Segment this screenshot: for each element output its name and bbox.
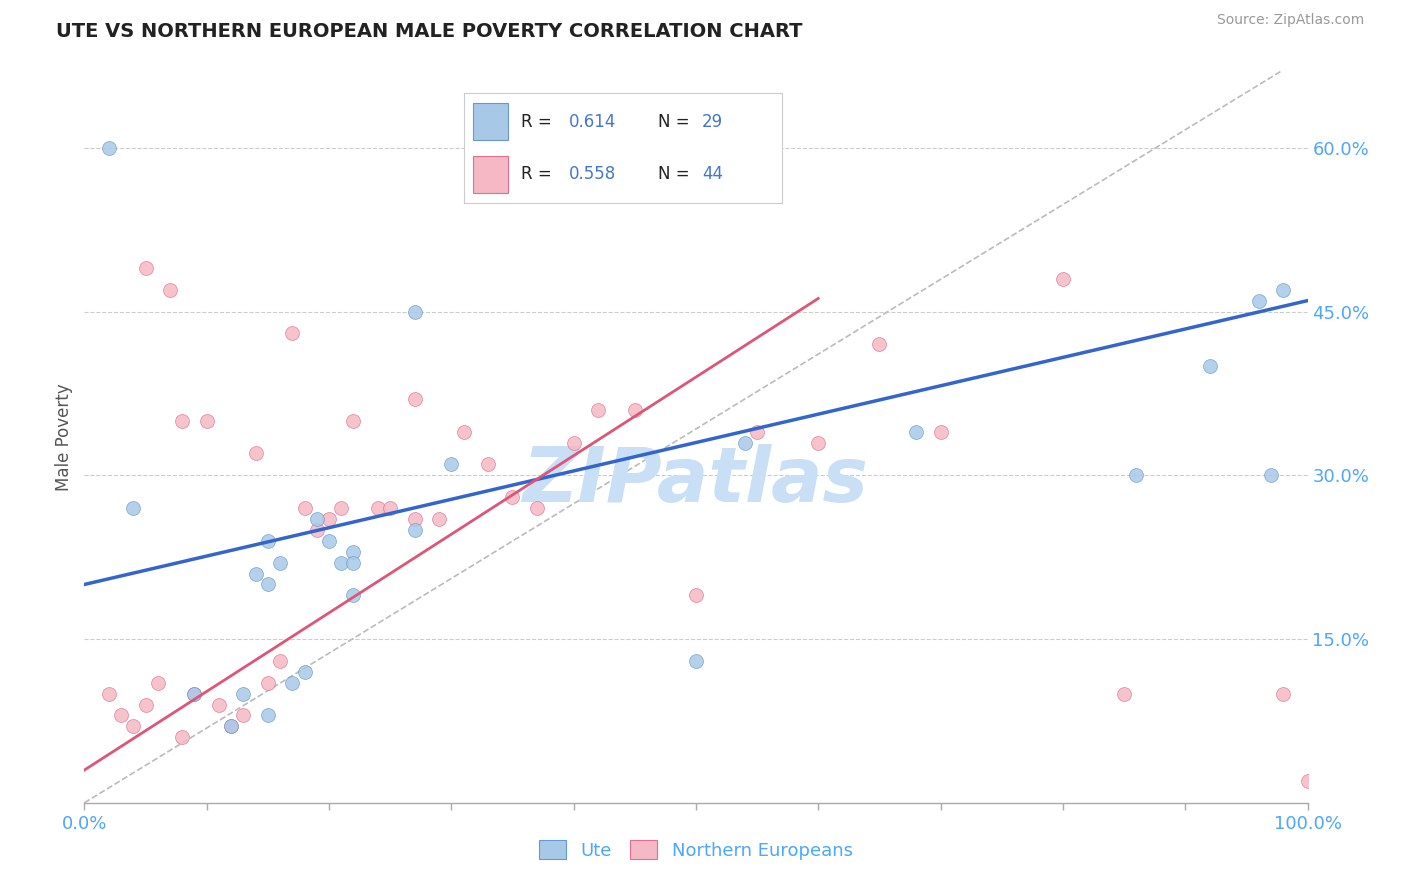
Point <box>305 523 328 537</box>
Point <box>1296 774 1319 789</box>
Point <box>97 687 120 701</box>
Point <box>219 719 242 733</box>
Point <box>562 435 585 450</box>
Point <box>281 326 304 341</box>
Point <box>245 446 267 460</box>
Point <box>232 708 254 723</box>
Point <box>122 501 145 516</box>
Point <box>1247 293 1270 308</box>
Point <box>734 435 756 450</box>
Point <box>440 458 463 472</box>
Point <box>427 512 450 526</box>
Point <box>318 512 340 526</box>
Point <box>1198 359 1220 373</box>
Point <box>807 435 830 450</box>
Point <box>342 556 364 570</box>
Point <box>929 425 952 439</box>
Point <box>367 501 389 516</box>
Point <box>1125 468 1147 483</box>
Point <box>269 556 291 570</box>
Point <box>453 425 475 439</box>
Legend: Ute, Northern Europeans: Ute, Northern Europeans <box>531 833 860 867</box>
Point <box>502 490 524 504</box>
Point <box>477 458 499 472</box>
Point <box>281 675 304 690</box>
Point <box>305 512 328 526</box>
Point <box>685 654 707 668</box>
Point <box>135 260 157 275</box>
Point <box>318 533 340 548</box>
Point <box>135 698 157 712</box>
Point <box>257 533 280 548</box>
Point <box>1260 468 1282 483</box>
Point <box>404 523 426 537</box>
Point <box>183 687 205 701</box>
Point <box>905 425 928 439</box>
Point <box>1052 272 1074 286</box>
Point <box>219 719 242 733</box>
Point <box>404 304 426 318</box>
Point <box>330 556 353 570</box>
Point <box>257 675 280 690</box>
Point <box>526 501 548 516</box>
Y-axis label: Male Poverty: Male Poverty <box>55 384 73 491</box>
Point <box>342 545 364 559</box>
Point <box>195 414 218 428</box>
Point <box>380 501 402 516</box>
Point <box>122 719 145 733</box>
Point <box>257 577 280 591</box>
Point <box>1272 687 1295 701</box>
Point <box>342 414 364 428</box>
Point <box>1272 283 1295 297</box>
Point <box>685 588 707 602</box>
Point <box>294 501 316 516</box>
Point <box>97 141 120 155</box>
Point <box>183 687 205 701</box>
Text: ZIPatlas: ZIPatlas <box>523 444 869 518</box>
Point <box>245 566 267 581</box>
Point <box>146 675 169 690</box>
Point <box>404 512 426 526</box>
Point <box>747 425 769 439</box>
Point <box>330 501 353 516</box>
Point <box>586 402 609 417</box>
Point <box>269 654 291 668</box>
Point <box>1114 687 1136 701</box>
Text: Source: ZipAtlas.com: Source: ZipAtlas.com <box>1216 13 1364 28</box>
Point <box>624 402 647 417</box>
Point <box>159 283 181 297</box>
Point <box>172 731 194 745</box>
Point <box>869 337 891 351</box>
Point <box>172 414 194 428</box>
Point <box>257 708 280 723</box>
Text: UTE VS NORTHERN EUROPEAN MALE POVERTY CORRELATION CHART: UTE VS NORTHERN EUROPEAN MALE POVERTY CO… <box>56 22 803 41</box>
Point <box>208 698 231 712</box>
Point <box>404 392 426 406</box>
Point <box>232 687 254 701</box>
Point <box>294 665 316 679</box>
Point <box>110 708 132 723</box>
Point <box>342 588 364 602</box>
